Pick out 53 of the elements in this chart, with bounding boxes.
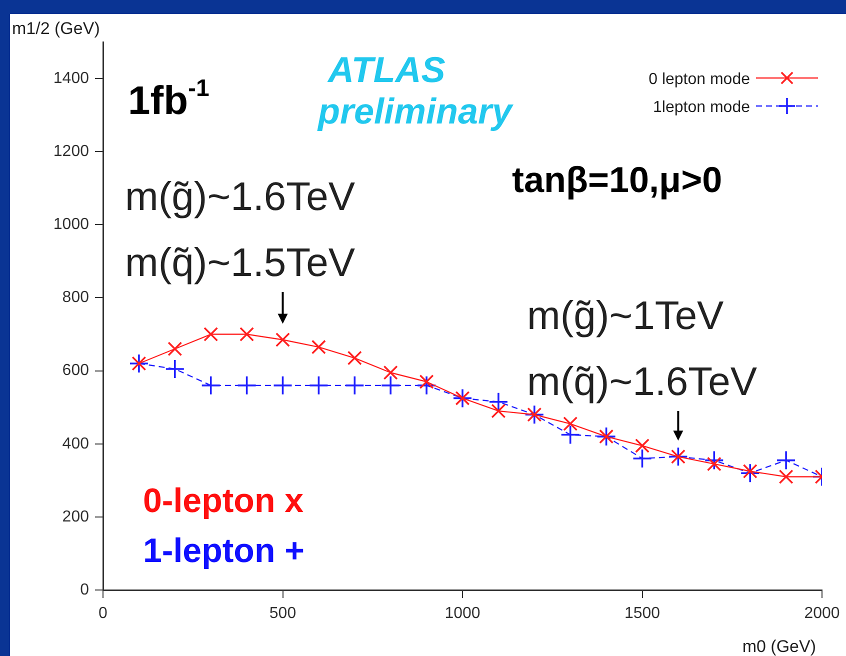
point: [200, 376, 221, 396]
annotation: m(g̃)~1TeV: [527, 294, 724, 338]
point: [778, 469, 794, 484]
annotation: m(g̃)~1.6TeV: [125, 175, 356, 219]
point: [419, 374, 434, 390]
x-axis-title: m0 (GeV): [742, 637, 816, 656]
point: [383, 365, 398, 380]
legend-label: 0 lepton mode: [648, 71, 750, 88]
point: [204, 327, 218, 342]
x-tick-label: 500: [269, 605, 296, 622]
point: [275, 332, 290, 348]
y-tick-label: 600: [62, 362, 90, 380]
point: [560, 424, 580, 445]
x-tick-label: 1000: [444, 605, 480, 622]
point: [740, 463, 760, 483]
annotation: 0-lepton x: [143, 482, 304, 520]
point: [380, 376, 400, 396]
point: [311, 340, 326, 354]
annotation: m(q̃)~1.6TeV: [527, 360, 758, 404]
point: [344, 376, 365, 396]
point: [236, 376, 257, 396]
y-axis-title: m1/2 (GeV): [12, 19, 100, 38]
point: [488, 392, 508, 412]
point: [634, 438, 650, 453]
y-tick-label: 200: [62, 508, 90, 526]
x-tick-label: 2000: [804, 605, 840, 622]
y-tick-label: 1400: [53, 70, 90, 87]
point: [491, 404, 506, 418]
point: [272, 376, 293, 396]
point: [563, 416, 578, 432]
point: [742, 464, 758, 479]
annotation: m(q̃)~1.5TeV: [125, 241, 356, 285]
annotation: ATLAS preliminary: [317, 49, 514, 132]
point: [308, 376, 329, 396]
point: [347, 350, 362, 366]
point: [632, 448, 652, 468]
annotation: 1-lepton +: [143, 532, 305, 570]
x-tick-label: 0: [98, 605, 108, 622]
y-tick-label: 400: [62, 435, 90, 452]
y-tick-label: 800: [62, 289, 90, 306]
point: [168, 342, 182, 356]
annotation: tanβ=10,μ>0: [512, 159, 722, 200]
point: [704, 450, 724, 470]
y-tick-label: 1200: [53, 143, 90, 160]
point: [416, 376, 436, 396]
y-tick-label: 0: [80, 581, 90, 598]
point: [240, 327, 254, 342]
x-tick-label: 1500: [624, 605, 660, 622]
legend-label: 1lepton mode: [653, 99, 750, 116]
y-tick-label: 1000: [53, 216, 90, 234]
point: [706, 456, 722, 472]
point: [165, 359, 185, 379]
point: [776, 450, 796, 470]
